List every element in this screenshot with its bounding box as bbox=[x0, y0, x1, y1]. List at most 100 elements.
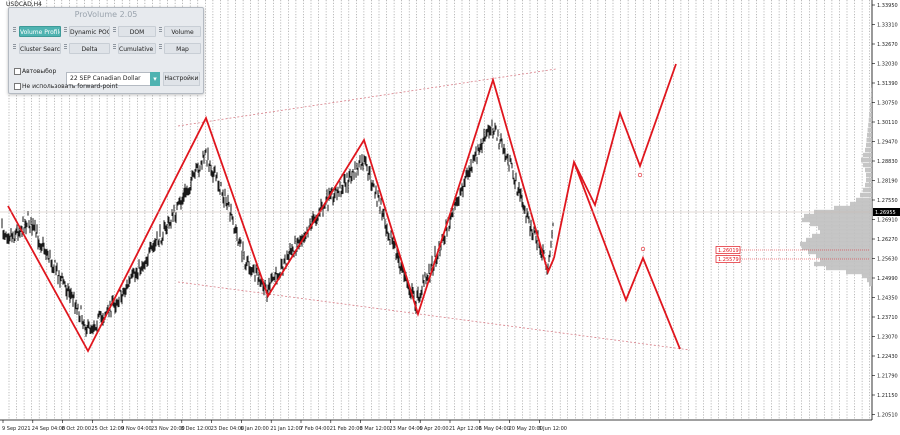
price-tick-label: 1.22430 bbox=[877, 354, 898, 360]
profile-bar bbox=[826, 265, 872, 271]
price-tick-label: 1.21790 bbox=[877, 374, 898, 380]
grip-icon[interactable] bbox=[159, 27, 162, 33]
cluster-search-button[interactable]: Cluster Search bbox=[19, 43, 61, 54]
profile-bar bbox=[820, 229, 872, 235]
forward-point-checkbox-icon[interactable] bbox=[14, 83, 21, 90]
cross-marker-icon bbox=[637, 172, 643, 178]
profile-bar bbox=[804, 213, 872, 219]
profile-bar bbox=[850, 201, 872, 207]
time-tick-label: 21 Apr 12:00 bbox=[449, 426, 482, 432]
time-tick-label: 21 Feb 20:00 bbox=[330, 426, 363, 432]
price-tick-label: 1.30110 bbox=[877, 120, 898, 126]
volume-profile-button[interactable]: Volume Profile bbox=[19, 26, 61, 37]
settings-button[interactable]: Настройки bbox=[163, 72, 200, 86]
price-tick-label: 1.21150 bbox=[877, 393, 898, 399]
cumulative-delta-button[interactable]: Cumulative Δ bbox=[118, 43, 156, 54]
profile-bar bbox=[867, 127, 872, 133]
price-tick-label: 1.28190 bbox=[877, 179, 898, 185]
profile-bar bbox=[869, 281, 872, 287]
volume-profile bbox=[800, 87, 872, 287]
level-label: 1.25579 bbox=[718, 257, 739, 263]
dynamic-poc-button[interactable]: Dynamic POC bbox=[69, 26, 110, 37]
level-label: 1.26019 bbox=[718, 248, 739, 254]
profile-bar bbox=[802, 245, 872, 251]
profile-bar bbox=[869, 112, 872, 118]
time-tick-label: 6 Apr 20:00 bbox=[419, 426, 448, 432]
time-tick-label: 8 Mar 12:00 bbox=[360, 426, 390, 432]
forward-point-label: Не использовать forward-point bbox=[22, 83, 118, 90]
price-tick-label: 1.33950 bbox=[877, 3, 898, 9]
dropdown-arrow-icon[interactable]: ▾ bbox=[150, 72, 160, 86]
grip-icon[interactable] bbox=[64, 44, 67, 50]
profile-bar bbox=[800, 241, 872, 247]
zigzag-history-line bbox=[7, 76, 555, 353]
profile-bar bbox=[870, 102, 872, 108]
profile-bar bbox=[818, 225, 872, 231]
profile-bar bbox=[870, 92, 872, 98]
profile-bar bbox=[863, 152, 872, 158]
profile-bar bbox=[860, 192, 872, 198]
time-tick-label: 20 May 20:00 bbox=[509, 426, 543, 432]
time-tick-label: 9 Sep 2021 bbox=[2, 426, 31, 432]
grip-icon[interactable] bbox=[159, 44, 162, 50]
grip-icon[interactable] bbox=[113, 44, 116, 50]
projection-bullish-line bbox=[553, 63, 677, 259]
provolume-panel[interactable]: ProVolume 2.05 Volume Profile Dynamic PO… bbox=[8, 7, 204, 94]
profile-bar bbox=[856, 197, 872, 203]
time-tick-label: 23 Dec 04:00 bbox=[211, 426, 245, 432]
map-button[interactable]: Map bbox=[164, 43, 201, 54]
profile-bar bbox=[812, 233, 872, 239]
price-tick-label: 1.29470 bbox=[877, 140, 898, 146]
profile-bar bbox=[866, 172, 872, 178]
current-price-label: 1.26955 bbox=[875, 210, 896, 216]
profile-bar bbox=[834, 205, 872, 211]
grip-icon[interactable] bbox=[113, 27, 116, 33]
price-tick-label: 1.26910 bbox=[877, 218, 898, 224]
time-tick-label: 8 Dec 12:00 bbox=[181, 426, 211, 432]
level-tag bbox=[715, 246, 741, 254]
grip-icon[interactable] bbox=[64, 27, 67, 33]
volume-button[interactable]: Volume bbox=[164, 26, 201, 37]
profile-bar bbox=[846, 269, 872, 275]
profile-bar bbox=[862, 273, 872, 279]
profile-bar bbox=[866, 177, 872, 183]
price-tick-label: 1.32670 bbox=[877, 42, 898, 48]
time-tick-label: 6 Jan 20:00 bbox=[240, 426, 268, 432]
time-tick-label: 6 May 04:00 bbox=[479, 426, 510, 432]
dom-button[interactable]: DOM bbox=[118, 26, 156, 37]
grip-icon[interactable] bbox=[13, 27, 16, 33]
price-tick-label: 1.23710 bbox=[877, 315, 898, 321]
time-tick-label: 25 Oct 12:00 bbox=[91, 426, 124, 432]
profile-bar bbox=[868, 122, 872, 128]
price-tick-label: 1.33310 bbox=[877, 23, 898, 29]
time-tick-label: 8 Oct 20:00 bbox=[62, 426, 91, 432]
price-tick-label: 1.28830 bbox=[877, 159, 898, 165]
level-tag bbox=[715, 255, 741, 263]
delta-button[interactable]: Delta bbox=[69, 43, 110, 54]
price-tick-label: 1.23070 bbox=[877, 335, 898, 341]
grip-icon[interactable] bbox=[13, 44, 16, 50]
current-price-tag bbox=[873, 208, 900, 216]
profile-bar bbox=[820, 257, 872, 263]
profile-bar bbox=[863, 187, 872, 193]
projection-bearish-line bbox=[573, 161, 681, 350]
profile-bar bbox=[863, 162, 872, 168]
price-tick-label: 1.27550 bbox=[877, 198, 898, 204]
profile-bar bbox=[870, 87, 872, 93]
profile-bar bbox=[865, 182, 872, 188]
price-tick-label: 1.31390 bbox=[877, 81, 898, 87]
price-tick-label: 1.20510 bbox=[877, 413, 898, 419]
price-tick-label: 1.32030 bbox=[877, 62, 898, 68]
auto-select-checkbox-icon[interactable] bbox=[14, 68, 21, 75]
price-tick-label: 1.30750 bbox=[877, 101, 898, 107]
time-tick-label: 9 Nov 04:00 bbox=[121, 426, 152, 432]
profile-bar bbox=[866, 142, 872, 148]
profile-bar bbox=[867, 132, 872, 138]
profile-bar bbox=[861, 157, 872, 163]
time-tick-label: 23 Mar 04:00 bbox=[389, 426, 422, 432]
price-tick-label: 1.24350 bbox=[877, 296, 898, 302]
profile-bar bbox=[810, 221, 872, 227]
price-tick-label: 1.24990 bbox=[877, 276, 898, 282]
